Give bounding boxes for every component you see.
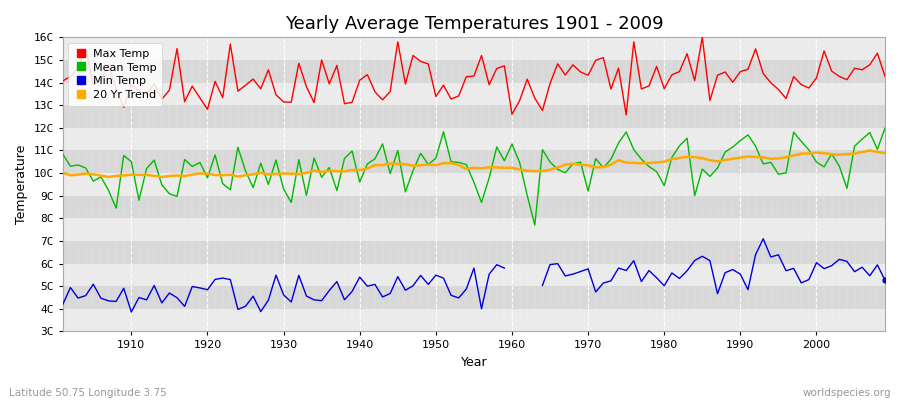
Bar bbox=[63, 264, 885, 286]
Bar bbox=[63, 241, 885, 264]
Mean Temp bbox=[499, 158, 509, 163]
Max Temp bbox=[286, 100, 297, 105]
20 Yr Trend bbox=[514, 167, 525, 172]
Max Temp bbox=[331, 63, 342, 68]
Text: Latitude 50.75 Longitude 3.75: Latitude 50.75 Longitude 3.75 bbox=[9, 388, 166, 398]
Bar bbox=[63, 82, 885, 105]
Bar bbox=[63, 128, 885, 150]
Line: 20 Yr Trend: 20 Yr Trend bbox=[63, 150, 885, 177]
20 Yr Trend bbox=[507, 165, 517, 170]
Bar bbox=[63, 173, 885, 196]
20 Yr Trend bbox=[118, 173, 129, 178]
Mean Temp bbox=[529, 223, 540, 228]
Legend: Max Temp, Mean Temp, Min Temp, 20 Yr Trend: Max Temp, Mean Temp, Min Temp, 20 Yr Tre… bbox=[68, 43, 162, 106]
Max Temp bbox=[499, 64, 509, 68]
Line: Mean Temp: Mean Temp bbox=[63, 128, 885, 225]
Max Temp bbox=[621, 112, 632, 117]
Min Temp bbox=[879, 278, 890, 283]
20 Yr Trend bbox=[879, 150, 890, 155]
Mean Temp bbox=[286, 200, 297, 205]
Bar bbox=[63, 150, 885, 173]
Max Temp bbox=[598, 55, 608, 60]
Line: Max Temp: Max Temp bbox=[63, 37, 885, 115]
Bar bbox=[63, 196, 885, 218]
Min Temp bbox=[606, 278, 616, 283]
Min Temp bbox=[499, 266, 509, 270]
Bar bbox=[63, 37, 885, 60]
Bar bbox=[63, 218, 885, 241]
Min Temp bbox=[118, 286, 129, 291]
Line: Min Temp: Min Temp bbox=[63, 239, 885, 312]
Max Temp bbox=[697, 35, 707, 40]
X-axis label: Year: Year bbox=[461, 356, 487, 369]
Y-axis label: Temperature: Temperature bbox=[15, 145, 28, 224]
Max Temp bbox=[118, 105, 129, 110]
Mean Temp bbox=[331, 188, 342, 193]
Max Temp bbox=[507, 112, 517, 117]
Max Temp bbox=[58, 78, 68, 83]
Min Temp bbox=[331, 279, 342, 284]
Max Temp bbox=[879, 74, 890, 79]
20 Yr Trend bbox=[606, 162, 616, 167]
20 Yr Trend bbox=[293, 172, 304, 176]
Text: worldspecies.org: worldspecies.org bbox=[803, 388, 891, 398]
Mean Temp bbox=[507, 142, 517, 146]
Mean Temp bbox=[118, 153, 129, 158]
20 Yr Trend bbox=[864, 148, 875, 153]
20 Yr Trend bbox=[157, 175, 167, 180]
Bar bbox=[63, 105, 885, 128]
Bar bbox=[63, 309, 885, 332]
Mean Temp bbox=[606, 157, 616, 162]
Title: Yearly Average Temperatures 1901 - 2009: Yearly Average Temperatures 1901 - 2009 bbox=[284, 15, 663, 33]
20 Yr Trend bbox=[58, 170, 68, 175]
Bar bbox=[63, 60, 885, 82]
Mean Temp bbox=[879, 126, 890, 130]
20 Yr Trend bbox=[339, 169, 350, 174]
Min Temp bbox=[58, 302, 68, 307]
Min Temp bbox=[286, 300, 297, 304]
Bar bbox=[63, 286, 885, 309]
Mean Temp bbox=[58, 152, 68, 157]
